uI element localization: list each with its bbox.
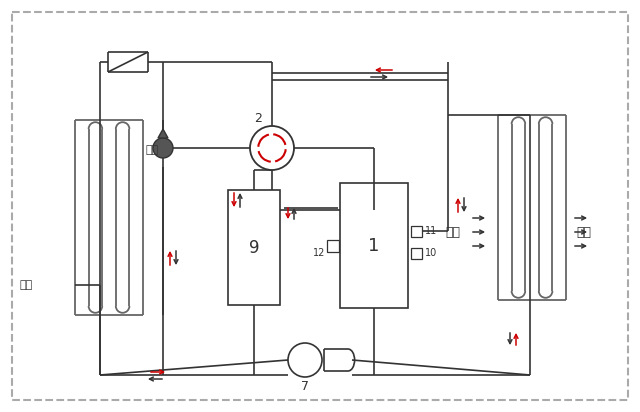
Text: 出水: 出水 bbox=[20, 280, 33, 290]
Text: 进风: 进风 bbox=[445, 225, 460, 239]
Text: 11: 11 bbox=[425, 226, 437, 236]
Text: 出风: 出风 bbox=[576, 225, 591, 239]
Text: 12: 12 bbox=[312, 248, 325, 258]
Text: 7: 7 bbox=[301, 379, 309, 393]
Bar bbox=[411, 248, 422, 258]
Bar bbox=[327, 239, 339, 251]
Bar bbox=[411, 225, 422, 236]
Bar bbox=[228, 190, 280, 305]
Bar bbox=[340, 183, 408, 308]
Circle shape bbox=[288, 343, 322, 377]
Text: 10: 10 bbox=[425, 248, 437, 258]
Text: 1: 1 bbox=[368, 236, 380, 255]
Circle shape bbox=[153, 138, 173, 158]
Text: 进水: 进水 bbox=[145, 145, 158, 155]
Text: 2: 2 bbox=[254, 112, 262, 124]
Circle shape bbox=[250, 126, 294, 170]
Text: 9: 9 bbox=[249, 239, 259, 257]
Polygon shape bbox=[158, 129, 168, 138]
